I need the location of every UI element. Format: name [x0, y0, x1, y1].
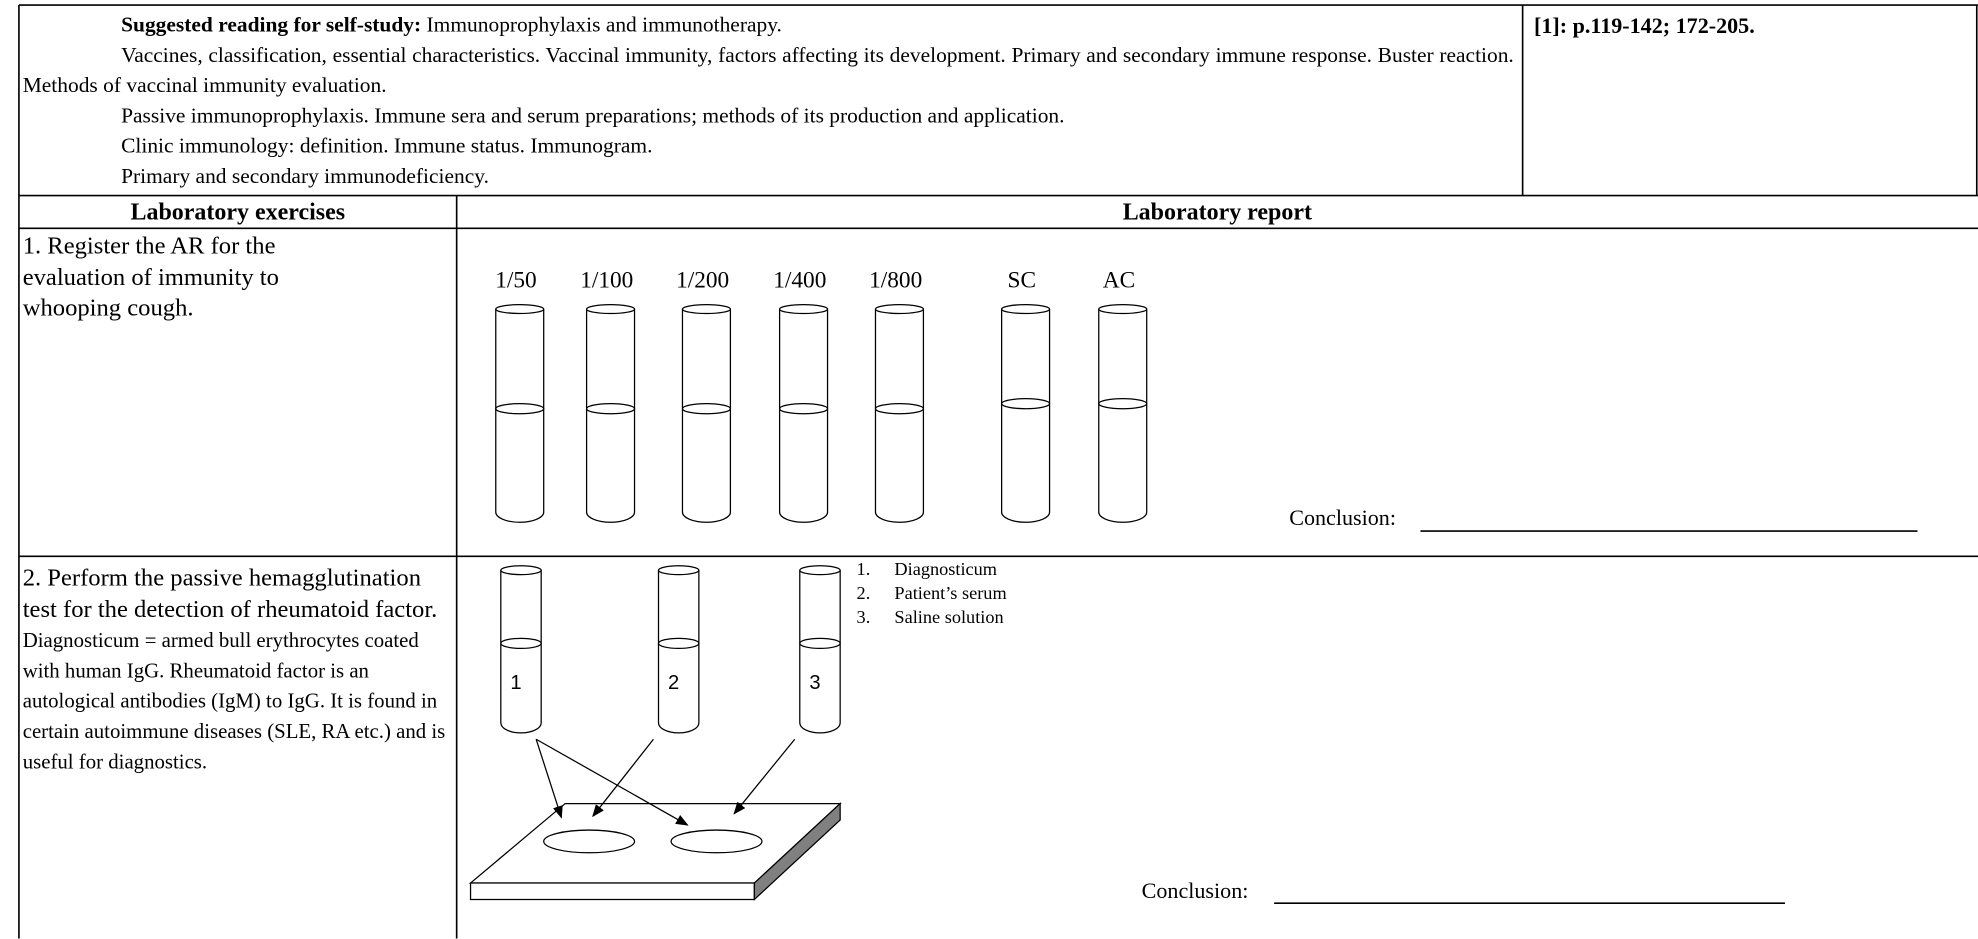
- tube-label: 1/50: [495, 268, 536, 294]
- test-tube: [585, 304, 636, 523]
- exercise-task: 1. Register the AR for the evaluation of…: [22, 233, 279, 322]
- tube-liquid-level: [681, 403, 732, 415]
- legend-item: 2. Patient’s serum: [857, 583, 1007, 607]
- tube-body: [657, 570, 700, 734]
- tube-body: [495, 309, 545, 523]
- tube-rim: [585, 304, 636, 315]
- tube-body: [681, 309, 732, 523]
- table-borders: [18, 4, 1978, 939]
- tube-liquid-level: [799, 637, 841, 650]
- tube-rim: [778, 304, 829, 315]
- legend-number: 3.: [856, 608, 871, 629]
- tube-rim: [874, 304, 925, 315]
- test-tube: [1001, 304, 1051, 523]
- tube-label: AC: [1103, 268, 1135, 294]
- tube-body: [1001, 309, 1051, 523]
- tube-liquid-level: [657, 637, 700, 650]
- arrows: [535, 738, 796, 826]
- tube-label: 1/400: [773, 268, 826, 294]
- tube-label: 1/200: [676, 268, 729, 294]
- plate: [468, 802, 842, 901]
- test-tube: [778, 304, 829, 523]
- test-tube: [1098, 304, 1148, 523]
- tube-label: 1/100: [580, 268, 633, 294]
- reading-paragraph: Suggested reading for self-study: Immuno…: [23, 10, 1514, 40]
- tube-liquid-level: [778, 403, 829, 415]
- tube-number: 1: [510, 672, 521, 694]
- test-tube: [874, 304, 925, 523]
- legend-item: 3. Saline solution: [857, 607, 1007, 631]
- test-tube: [657, 565, 700, 734]
- exercise-description: Diagnosticum = armed bull erythrocytes c…: [22, 628, 446, 774]
- conclusion-label: Conclusion:: [1289, 504, 1396, 530]
- tube-liquid-level: [585, 403, 636, 415]
- tube-rim: [1098, 304, 1148, 315]
- test-tube: [500, 565, 542, 734]
- legend: 1. Diagnosticum 2. Patient’s serum 3. Saline …: [857, 559, 1007, 631]
- legend-text: Saline solution: [894, 608, 1004, 629]
- tube-body: [799, 570, 841, 734]
- tube-number: 2: [668, 672, 679, 694]
- test-tube: [681, 304, 732, 523]
- tube-liquid-level: [874, 403, 925, 415]
- reference: [1]: p.119-142; 172-205.: [1533, 12, 1755, 38]
- exercise-task: 2. Perform the passive hemagglutination …: [22, 565, 438, 623]
- legend-number: 1.: [856, 560, 871, 581]
- tube-label: 1/800: [869, 268, 922, 294]
- reading-label: Suggested reading for self-study:: [121, 12, 422, 37]
- tube-body: [585, 309, 636, 523]
- tube-body: [778, 309, 829, 523]
- legend-number: 2.: [856, 584, 871, 605]
- tube-rim: [1001, 304, 1051, 315]
- tube-liquid-level: [1001, 398, 1051, 410]
- tube-rim: [495, 304, 545, 315]
- legend-text: Patient’s serum: [894, 584, 1007, 605]
- reading-text: Immunoprophylaxis and immunotherapy.: [426, 12, 782, 37]
- column-header: Laboratory report: [1122, 199, 1312, 226]
- column-header: Laboratory exercises: [130, 199, 346, 226]
- test-tube: [495, 304, 545, 523]
- tube-body: [500, 570, 542, 734]
- test-tube: [799, 565, 841, 734]
- tube-liquid-level: [1098, 398, 1148, 410]
- tube-number: 3: [809, 672, 820, 694]
- exercise2-text: 2. Perform the passive hemagglutination …: [23, 564, 452, 777]
- tube-rim: [681, 304, 732, 315]
- reading-paragraph: Passive immunoprophylaxis. Immune sera a…: [121, 103, 1065, 128]
- reading-paragraph: Clinic immunology: definition. Immune st…: [121, 133, 653, 158]
- tube-liquid-level: [495, 403, 545, 415]
- tube-rim: [799, 565, 841, 576]
- legend-text: Diagnosticum: [894, 560, 998, 581]
- tube-liquid-level: [500, 637, 542, 650]
- reading-paragraph: Vaccines, classification, essential char…: [22, 42, 1514, 98]
- reading: Suggested reading for self-study: Immuno…: [23, 10, 1514, 192]
- tube-body: [1098, 309, 1148, 523]
- tube-rim: [657, 565, 700, 576]
- legend-item: 1. Diagnosticum: [857, 559, 1007, 583]
- tube-body: [874, 309, 925, 523]
- tube-label: SC: [1008, 268, 1037, 294]
- tube-rim: [500, 565, 542, 576]
- conclusion-label: Conclusion:: [1141, 878, 1249, 904]
- reading-paragraph: Primary and secondary immunodeficiency.: [121, 163, 489, 188]
